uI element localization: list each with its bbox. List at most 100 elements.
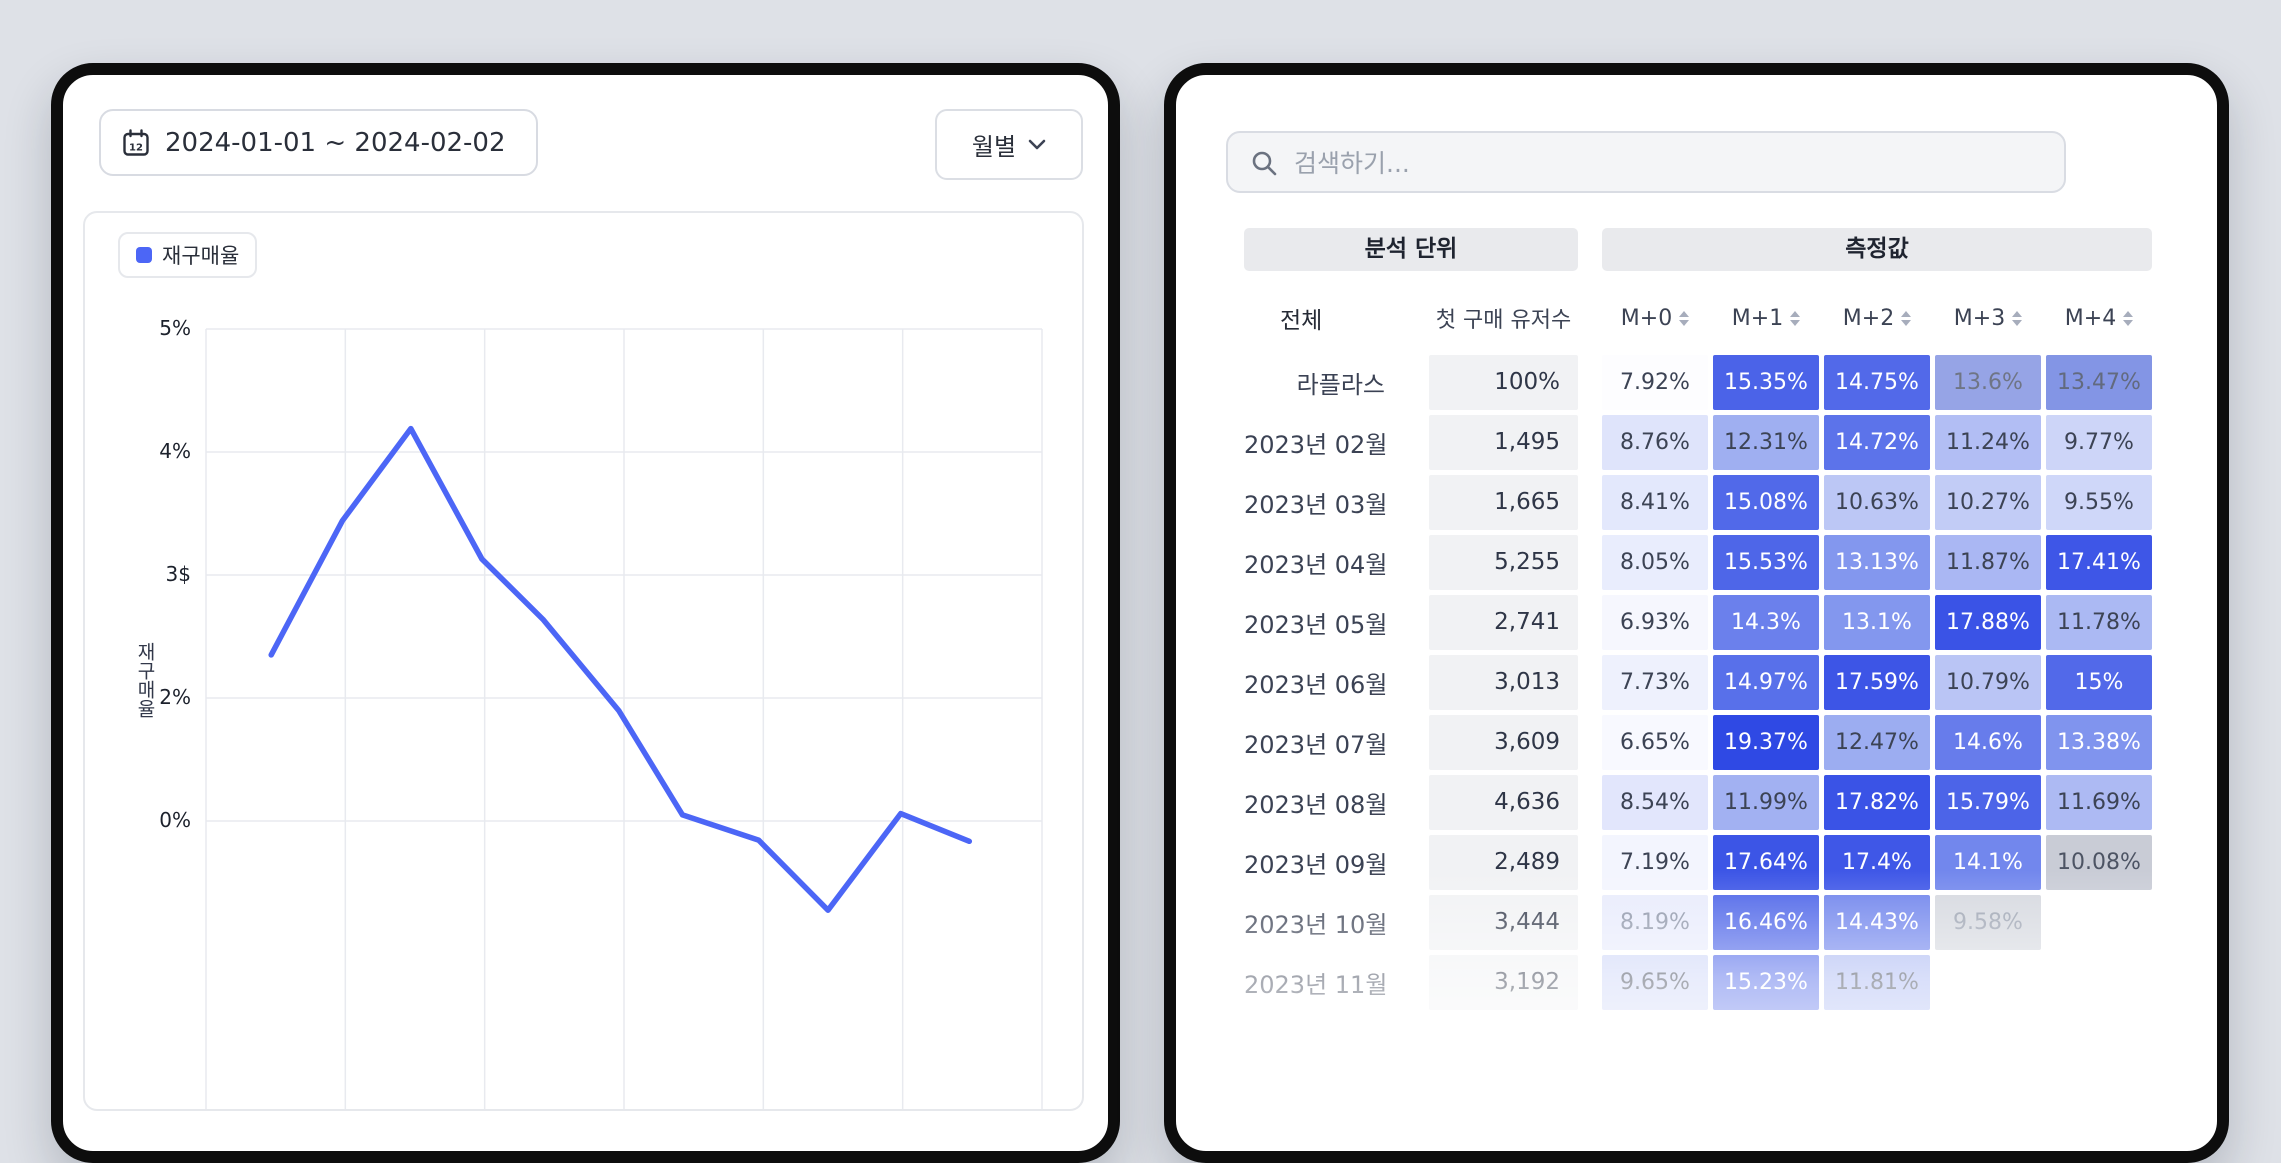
first-purchase-count-cell: 3,444 (1429, 895, 1578, 950)
metric-cell: 19.37% (1713, 715, 1819, 770)
metric-cell: 15.79% (1935, 775, 2041, 830)
measures-group-header: 측정값 (1602, 228, 2152, 271)
metric-cell: 17.4% (1824, 835, 1930, 890)
metric-cell: 11.69% (2046, 775, 2152, 830)
repurchase-rate-line-chart (205, 328, 1043, 1109)
first-purchase-count-cell: 3,609 (1429, 715, 1578, 770)
first-purchase-count-cell: 2,741 (1429, 595, 1578, 650)
metric-cell: 15% (2046, 655, 2152, 710)
sort-icon (2012, 310, 2023, 326)
y-axis-title: 재구매율 (134, 642, 156, 718)
legend-repurchase-rate[interactable]: 재구매율 (118, 232, 258, 278)
metric-cell: 14.75% (1824, 355, 1930, 410)
metric-cell: 9.65% (1602, 955, 1708, 1010)
sort-icon (1790, 310, 1801, 326)
search-icon (1252, 151, 1277, 176)
metric-cell: 14.6% (1935, 715, 2041, 770)
column-header-m0[interactable]: M+0 (1602, 306, 1708, 331)
chart-card: 재구매율 재구매율 5% 4% 3$ 2% 0% (83, 211, 1084, 1111)
chevron-down-icon (1028, 139, 1046, 150)
metric-cell: 9.58% (1935, 895, 2041, 950)
metric-cell: 6.93% (1602, 595, 1708, 650)
metric-cell: 11.24% (1935, 415, 2041, 470)
column-header-m1[interactable]: M+1 (1713, 306, 1819, 331)
row-name: 2023년 03월 (1244, 491, 1388, 519)
metric-cell: 17.59% (1824, 655, 1930, 710)
interval-dropdown[interactable]: 월별 (935, 109, 1083, 180)
column-header-m2[interactable]: M+2 (1824, 306, 1930, 331)
column-header-m4[interactable]: M+4 (2046, 306, 2152, 331)
metric-cell: 8.05% (1602, 535, 1708, 590)
row-name: 라플라스 (1296, 371, 1385, 399)
date-range-picker[interactable]: 12 2024-01-01 ~ 2024-02-02 (99, 109, 538, 176)
row-name: 2023년 02월 (1244, 431, 1388, 459)
metric-cell: 7.92% (1602, 355, 1708, 410)
metric-cell: 11.78% (2046, 595, 2152, 650)
first-purchase-count-cell: 5,255 (1429, 535, 1578, 590)
metric-cell: 17.41% (2046, 535, 2152, 590)
metric-cell: 10.63% (1824, 475, 1930, 530)
column-header-first-purchase-count: 첫 구매 유저수 (1435, 308, 1572, 333)
table-row: 2023년 07월 3,609 6.65% 19.37% 12.47% 14.6% 13.3… (1244, 715, 2152, 770)
metric-cell: 15.53% (1713, 535, 1819, 590)
row-name: 2023년 11월 (1244, 971, 1388, 999)
metric-cell: 14.1% (1935, 835, 2041, 890)
metric-cell (2046, 955, 2152, 1010)
y-axis-tick: 2% (159, 685, 191, 709)
table-header-row: 전체 첫 구매 유저수 M+0 M+1 M+2 M+3 M+4 (1244, 291, 2152, 345)
search-input[interactable] (1292, 133, 2046, 193)
metric-cell: 12.47% (1824, 715, 1930, 770)
row-name: 2023년 06월 (1244, 671, 1388, 699)
metric-cell: 14.97% (1713, 655, 1819, 710)
column-header-label: M+4 (2064, 305, 2117, 331)
table-row: 라플라스 100% 7.92% 15.35% 14.75% 13.6% 13.47% (1244, 355, 2152, 410)
table-row: 2023년 10월 3,444 8.19% 16.46% 14.43% 9.58% (1244, 895, 2152, 950)
metric-cell: 15.08% (1713, 475, 1819, 530)
first-purchase-count-cell: 3,013 (1429, 655, 1578, 710)
table-row: 2023년 03월 1,665 8.41% 15.08% 10.63% 10.27% 9.5… (1244, 475, 2152, 530)
metric-cell: 10.08% (2046, 835, 2152, 890)
metric-cell: 14.3% (1713, 595, 1819, 650)
y-axis-tick: 4% (159, 439, 191, 463)
metric-cell: 10.27% (1935, 475, 2041, 530)
row-name: 2023년 07월 (1244, 731, 1388, 759)
metric-cell: 17.88% (1935, 595, 2041, 650)
legend-label: 재구매율 (162, 244, 240, 268)
line-series-repurchase-rate (268, 425, 973, 913)
first-purchase-count-cell: 4,636 (1429, 775, 1578, 830)
row-name: 2023년 08월 (1244, 791, 1388, 819)
column-header-label: M+0 (1620, 305, 1673, 331)
table-row: 2023년 08월 4,636 8.54% 11.99% 17.82% 15.79% 11.… (1244, 775, 2152, 830)
metric-cell: 11.81% (1824, 955, 1930, 1010)
y-axis-tick: 3$ (165, 562, 191, 586)
row-name: 2023년 05월 (1244, 611, 1388, 639)
metric-cell: 10.79% (1935, 655, 2041, 710)
column-header-label: M+1 (1731, 305, 1784, 331)
y-axis-tick: 5% (159, 316, 191, 340)
date-range-value: 2024-01-01 ~ 2024-02-02 (165, 127, 506, 158)
first-purchase-count-cell: 100% (1429, 355, 1578, 410)
table-row: 2023년 06월 3,013 7.73% 14.97% 17.59% 10.79% 15% (1244, 655, 2152, 710)
table-body: 라플라스 100% 7.92% 15.35% 14.75% 13.6% 13.47% 2023… (1244, 355, 2152, 1010)
cohort-panel: 분석 단위 측정값 전체 첫 구매 유저수 M+0 M+1 M+2 M+3 M+4 라플… (1164, 63, 2229, 1163)
dimension-group-header: 분석 단위 (1244, 228, 1578, 271)
metric-cell: 8.54% (1602, 775, 1708, 830)
table-row: 2023년 05월 2,741 6.93% 14.3% 13.1% 17.88% 11.78… (1244, 595, 2152, 650)
first-purchase-count-cell: 1,495 (1429, 415, 1578, 470)
table-row: 2023년 04월 5,255 8.05% 15.53% 13.13% 11.87% 17.… (1244, 535, 2152, 590)
metric-cell: 14.72% (1824, 415, 1930, 470)
sort-icon (2123, 310, 2134, 326)
metric-cell: 11.87% (1935, 535, 2041, 590)
metric-cell: 15.23% (1713, 955, 1819, 1010)
metric-cell: 8.76% (1602, 415, 1708, 470)
metric-cell: 7.19% (1602, 835, 1708, 890)
column-header-m3[interactable]: M+3 (1935, 306, 2041, 331)
row-name: 2023년 09월 (1244, 851, 1388, 879)
metric-cell: 9.77% (2046, 415, 2152, 470)
table-row: 2023년 09월 2,489 7.19% 17.64% 17.4% 14.1% 10.08… (1244, 835, 2152, 890)
metric-cell: 13.47% (2046, 355, 2152, 410)
metric-cell: 17.64% (1713, 835, 1819, 890)
y-axis-tick-labels: 5% 4% 3$ 2% 0% (85, 213, 205, 1109)
chart-panel-content: 12 2024-01-01 ~ 2024-02-02 월별 재구매율 재구매율 … (63, 75, 1108, 1151)
legend-color-swatch (136, 247, 152, 263)
